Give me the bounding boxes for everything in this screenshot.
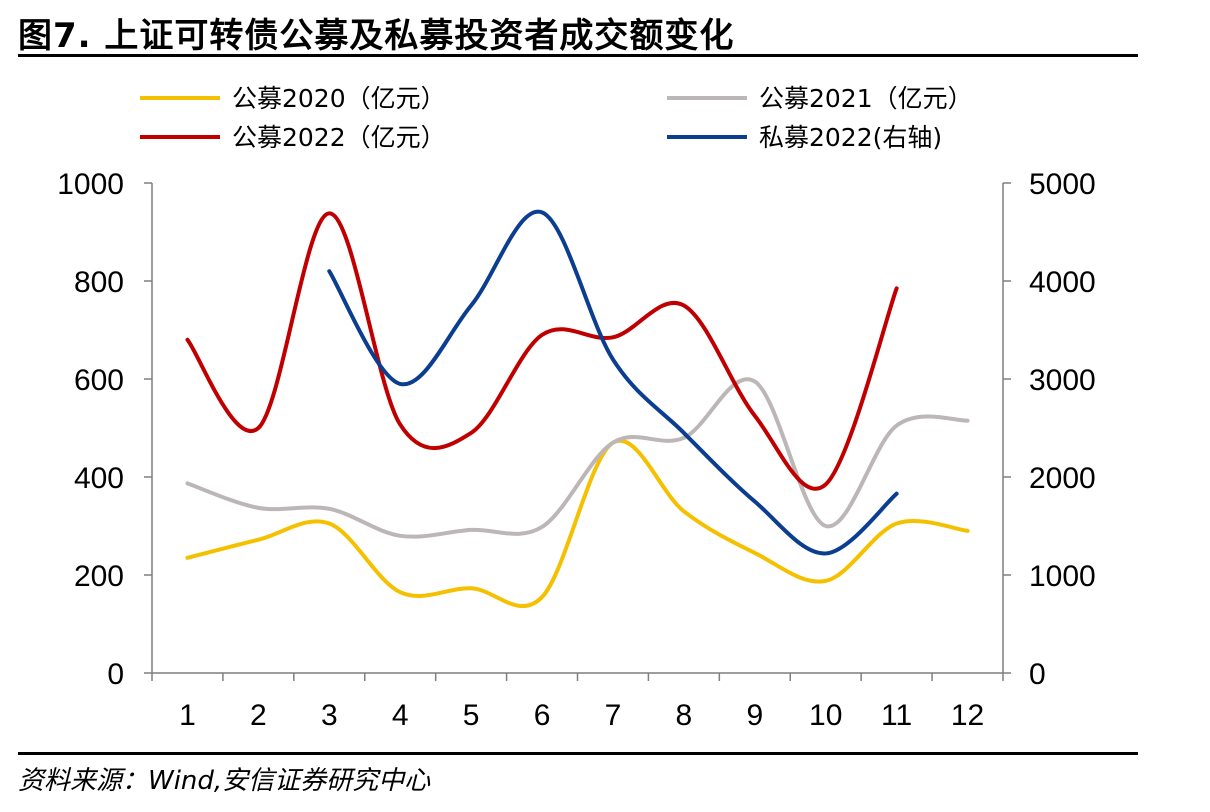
y-tick-label: 0 [107,658,124,691]
y2-tick-label: 4000 [1029,266,1096,299]
legend-label: 公募2022（亿元） [232,123,446,152]
series-line-4 [327,209,899,556]
y-tick-label: 800 [74,266,124,299]
legend-label: 公募2020（亿元） [232,84,446,113]
x-tick-label: 11 [881,699,912,732]
line-chart: 公募2020（亿元） 公募2021（亿元） 公募2022（亿元） 私募2022(右轴)… [57,84,1096,732]
footer-divider [18,752,1138,755]
x-tick-label: 4 [392,699,409,732]
y-tick-label: 600 [74,364,124,397]
legend-label: 公募2021（亿元） [759,84,973,113]
series-line-1 [185,438,970,608]
chart-title: 图7. 上证可转债公募及私募投资者成交额变化 [18,16,735,56]
title-divider [18,54,1138,57]
y2-tick-label: 3000 [1029,364,1096,397]
x-tick-label: 6 [534,699,551,732]
y2-tick-label: 0 [1029,658,1046,691]
x-tick-label: 7 [605,699,622,732]
y2-tick-label: 2000 [1029,462,1096,495]
y2-tick-label: 1000 [1029,560,1096,593]
x-tick-label: 5 [463,699,480,732]
y2-tick-label: 5000 [1029,168,1096,201]
x-tick-label: 8 [676,699,693,732]
x-tick-label: 1 [179,699,196,732]
series-lines [185,209,970,608]
y-tick-label: 400 [74,462,124,495]
series-line-3 [185,211,899,491]
x-tick-label: 10 [809,699,842,732]
legend: 公募2020（亿元） 公募2021（亿元） 公募2022（亿元） 私募2022(右轴) [140,84,973,152]
y-tick-label: 200 [74,560,124,593]
x-tick-label: 2 [250,699,267,732]
x-tick-label: 3 [321,699,338,732]
legend-label: 私募2022(右轴) [759,123,942,152]
y-tick-label: 1000 [57,168,124,201]
source-note: 资料来源：Wind,安信证券研究中心 [18,766,431,796]
x-tick-label: 9 [746,699,763,732]
x-tick-label: 12 [951,699,984,732]
series-line-2 [185,377,970,539]
